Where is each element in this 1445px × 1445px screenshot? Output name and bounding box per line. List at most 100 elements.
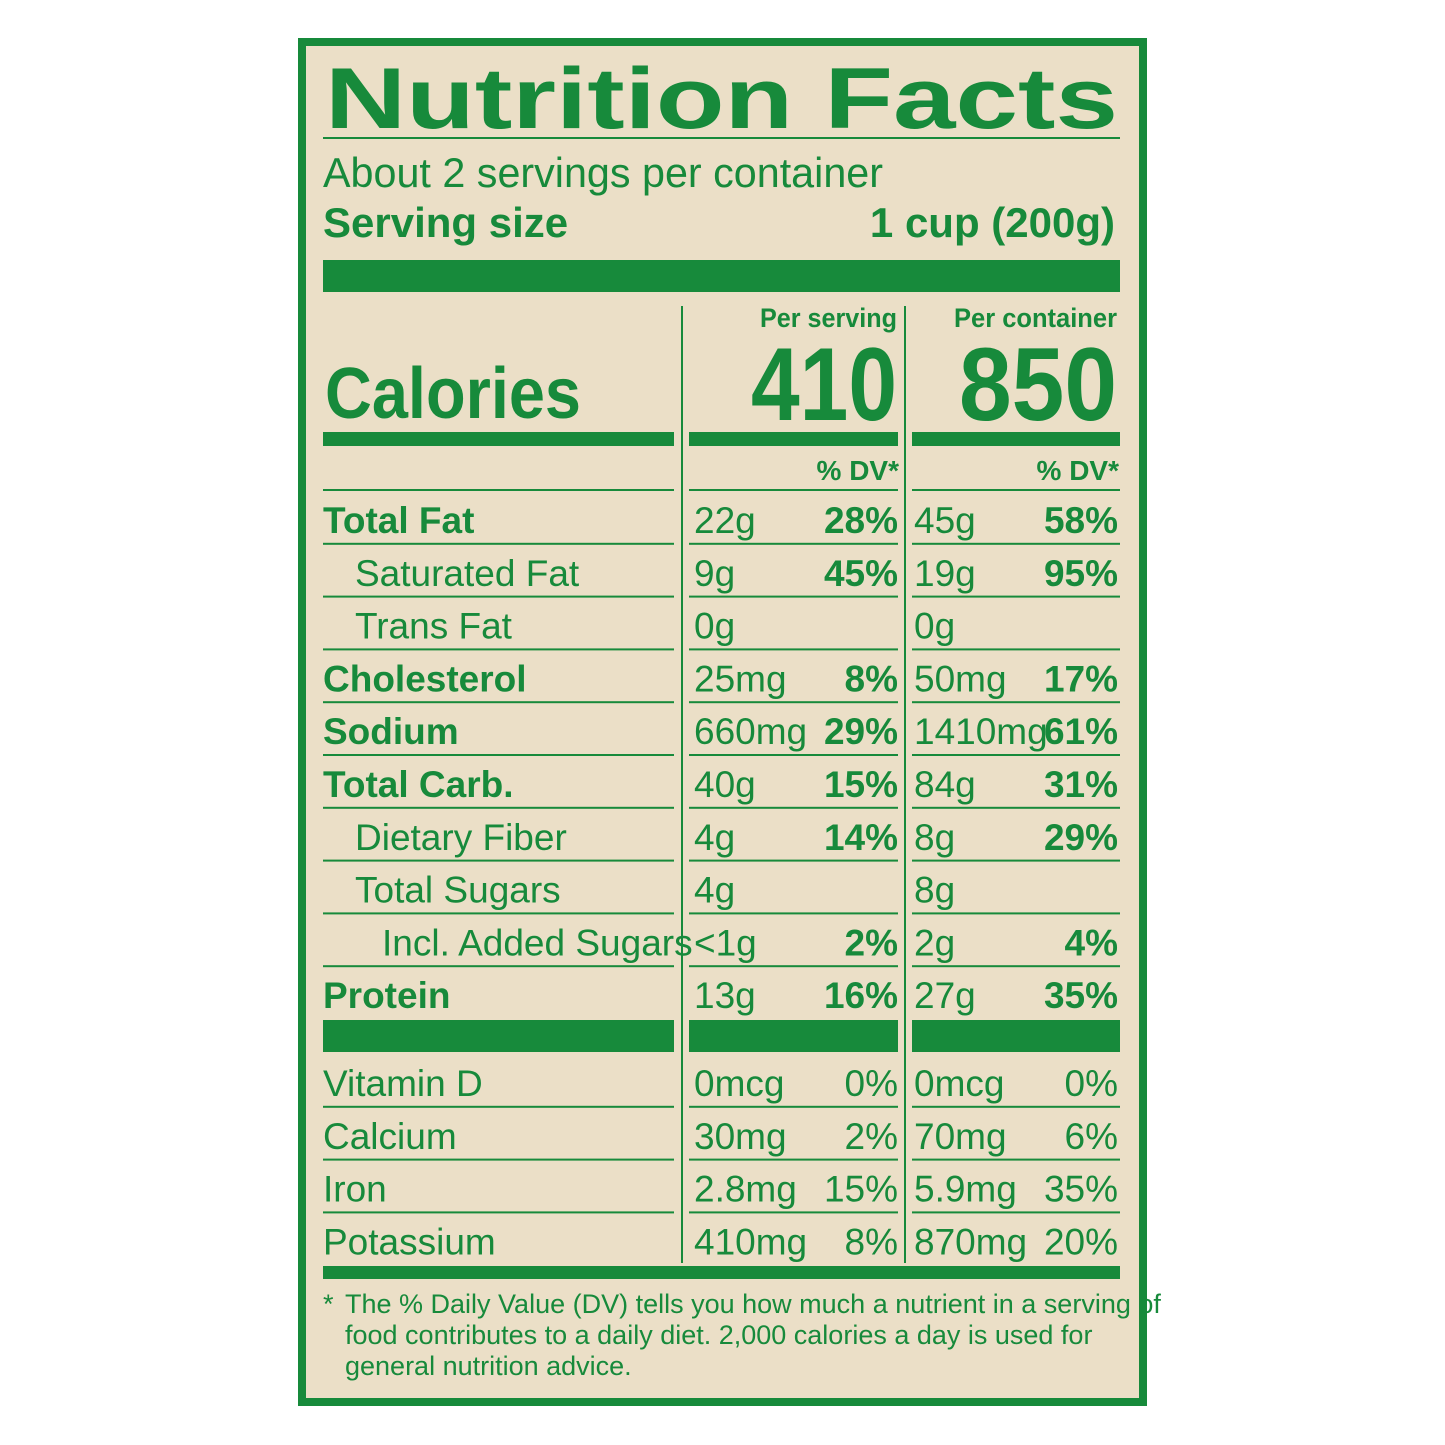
nutrient-name: Iron xyxy=(323,1169,387,1210)
bottom-bar xyxy=(323,1266,1120,1279)
row-rule xyxy=(689,754,898,756)
row-rule xyxy=(689,701,898,704)
daily-value: 31% xyxy=(1044,764,1118,805)
daily-value: 28% xyxy=(824,500,898,541)
daily-value: 20% xyxy=(1044,1221,1118,1262)
nutrient-name: Vitamin D xyxy=(323,1063,483,1104)
daily-value: 95% xyxy=(1044,553,1118,594)
calories-value: 850 xyxy=(959,327,1117,443)
daily-value: 2% xyxy=(845,922,898,963)
title: Nutrition Facts xyxy=(325,51,1118,147)
amount: 22g xyxy=(694,500,756,541)
amount: 1410mg xyxy=(914,711,1048,752)
row-rule xyxy=(689,1105,898,1108)
row-rule xyxy=(689,1211,898,1214)
amount: 70mg xyxy=(914,1116,1007,1157)
daily-value: 14% xyxy=(824,817,898,858)
row-rule xyxy=(912,806,1120,809)
amount: 2.8mg xyxy=(694,1169,797,1210)
daily-value: 0% xyxy=(1065,1063,1118,1104)
serving-size-value: 1 cup (200g) xyxy=(870,199,1115,246)
daily-value: 15% xyxy=(824,764,898,805)
daily-value: 8% xyxy=(845,1221,898,1262)
column-header: Per container xyxy=(954,303,1117,333)
daily-value: 29% xyxy=(824,711,898,752)
daily-value: 45% xyxy=(824,553,898,594)
nutrient-name: Trans Fat xyxy=(355,606,513,647)
amount: 660mg xyxy=(694,711,807,752)
nutrient-name: Saturated Fat xyxy=(355,553,580,594)
amount: 50mg xyxy=(914,658,1007,699)
row-rule xyxy=(689,912,898,915)
nutrient-name: Total Fat xyxy=(323,500,474,541)
daily-value: 58% xyxy=(1044,500,1118,541)
row-rule xyxy=(323,648,674,651)
row-rule xyxy=(912,859,1120,862)
row-rule xyxy=(912,489,1120,491)
row-rule xyxy=(912,542,1120,545)
amount: 40g xyxy=(694,764,756,805)
amount: 30mg xyxy=(694,1116,787,1157)
row-rule xyxy=(912,912,1120,915)
amount: 45g xyxy=(914,500,976,541)
nutrient-name: Calcium xyxy=(323,1116,457,1157)
row-rule xyxy=(912,1158,1120,1161)
daily-value: 15% xyxy=(824,1169,898,1210)
calories-bar xyxy=(912,432,1120,446)
row-rule xyxy=(323,859,674,862)
amount: 4g xyxy=(694,817,735,858)
row-rule xyxy=(912,965,1120,968)
nutrient-name: Total Sugars xyxy=(355,870,561,911)
amount: 84g xyxy=(914,764,976,805)
nutrient-name: Cholesterol xyxy=(323,658,527,699)
daily-value: 6% xyxy=(1065,1116,1118,1157)
row-rule xyxy=(689,859,898,862)
footnote-mark: * xyxy=(323,1289,334,1319)
amount: 8g xyxy=(914,870,955,911)
nutrient-name: Total Carb. xyxy=(323,764,514,805)
serving-size-label: Serving size xyxy=(323,199,568,246)
calories-bar xyxy=(689,432,898,446)
daily-value: 35% xyxy=(1044,1169,1118,1210)
row-rule xyxy=(912,648,1120,651)
calories-label: Calories xyxy=(325,354,581,434)
section-bar xyxy=(689,1020,898,1052)
amount: 0g xyxy=(694,606,735,647)
nutrient-name: Protein xyxy=(323,975,450,1016)
amount: <1g xyxy=(694,922,757,963)
amount: 0g xyxy=(914,606,955,647)
row-rule xyxy=(323,1158,674,1161)
amount: 2g xyxy=(914,922,955,963)
daily-value: 29% xyxy=(1044,817,1118,858)
row-rule xyxy=(323,1105,674,1108)
row-rule xyxy=(689,542,898,545)
rule xyxy=(323,137,1120,139)
thick-bar xyxy=(323,260,1120,292)
amount: 0mcg xyxy=(694,1063,784,1104)
amount: 0mcg xyxy=(914,1063,1004,1104)
row-rule xyxy=(323,912,674,915)
servings: About 2 servings per container xyxy=(323,149,883,196)
amount: 870mg xyxy=(914,1221,1027,1262)
row-rule xyxy=(689,806,898,809)
row-rule xyxy=(912,701,1120,704)
row-rule xyxy=(912,1105,1120,1108)
row-rule xyxy=(323,701,674,704)
calories-bar xyxy=(323,432,674,446)
amount: 8g xyxy=(914,817,955,858)
amount: 19g xyxy=(914,553,976,594)
amount: 9g xyxy=(694,553,735,594)
nutrient-name: Sodium xyxy=(323,711,459,752)
row-rule xyxy=(689,489,898,491)
daily-value: 17% xyxy=(1044,658,1118,699)
column-divider xyxy=(904,306,906,1263)
daily-value: 16% xyxy=(824,975,898,1016)
column-divider xyxy=(681,306,683,1263)
dv-header: % DV* xyxy=(1037,455,1120,486)
column-header: Per serving xyxy=(760,303,897,333)
daily-value: 61% xyxy=(1044,711,1118,752)
row-rule xyxy=(689,965,898,968)
row-rule xyxy=(912,754,1120,756)
